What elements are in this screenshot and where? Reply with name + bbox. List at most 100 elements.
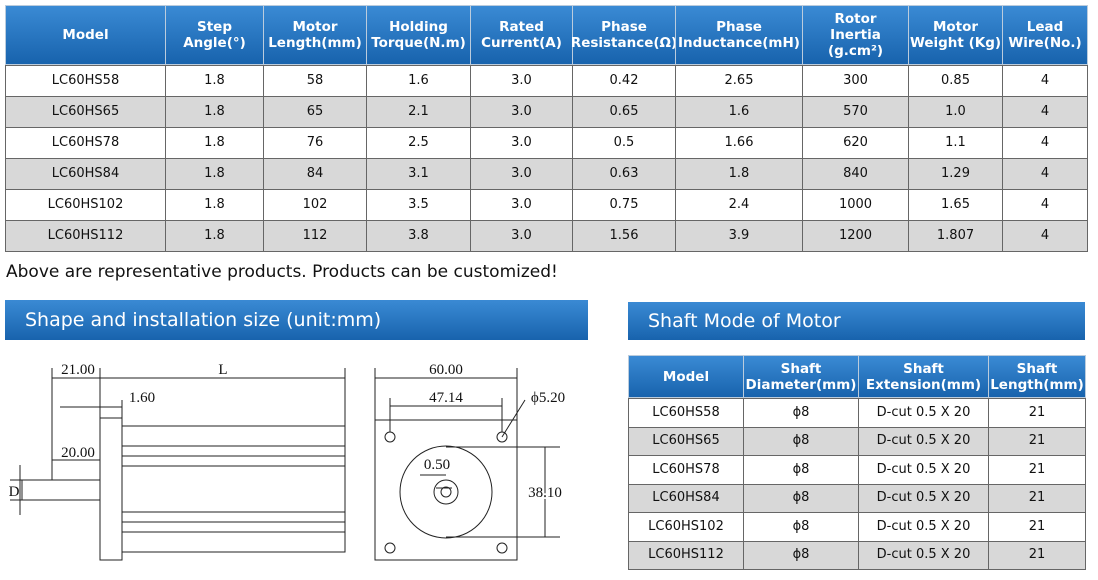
dimension-label: 0.50	[424, 457, 450, 473]
table-cell: 21	[988, 455, 1086, 485]
table-cell: 3.0	[470, 158, 573, 190]
table-cell: 3.0	[470, 127, 573, 159]
table-cell: 3.0	[470, 220, 573, 252]
table-cell: LC60HS65	[5, 96, 166, 128]
table-cell: D-cut 0.5 X 20	[858, 512, 989, 542]
header-text: Shaft	[780, 360, 822, 377]
header-text: Diameter(mm)	[745, 376, 857, 393]
table-cell: 21	[988, 398, 1086, 428]
table-cell: LC60HS58	[5, 65, 166, 97]
table-cell: ϕ8	[743, 455, 859, 485]
table-cell: 84	[263, 158, 367, 190]
header-text: Lead	[1026, 19, 1064, 35]
table-cell: D-cut 0.5 X 20	[858, 426, 989, 456]
header-text: Step	[197, 19, 232, 35]
dimension-label: 20.00	[61, 445, 95, 461]
table-cell: D-cut 0.5 X 20	[858, 540, 989, 570]
header-text: Motor	[932, 19, 979, 35]
table-cell: LC60HS58	[628, 398, 744, 428]
table-cell: 1.0	[908, 96, 1003, 128]
dimension-drawing: 21.00 L 1.60 20.00 D 60.00 47.14 ϕ5.20 0…	[9, 362, 565, 561]
table-cell: D-cut 0.5 X 20	[858, 483, 989, 513]
table-cell: LC60HS65	[628, 426, 744, 456]
table-cell: 840	[802, 158, 909, 190]
header-cell: Shaft Length(mm)	[988, 355, 1086, 398]
header-text: Inductance(mH)	[678, 35, 800, 51]
table-cell: 102	[263, 189, 367, 221]
table-cell: 1.8	[165, 220, 264, 252]
header-cell: Model	[5, 5, 166, 65]
section-header: Shape and installation size (unit:mm)	[5, 300, 588, 340]
header-cell: Phase Inductance(mH)	[675, 5, 803, 65]
header-text: Wire(No.)	[1008, 35, 1082, 51]
table-cell: 3.0	[470, 96, 573, 128]
header-text: Length(mm)	[990, 376, 1084, 393]
table-cell: 58	[263, 65, 367, 97]
table-cell: 1.66	[675, 127, 803, 159]
header-text: Inertia (g.cm²)	[827, 27, 884, 59]
table-cell: 0.65	[572, 96, 676, 128]
table-cell: 0.85	[908, 65, 1003, 97]
table-cell: 1.8	[165, 65, 264, 97]
dimension-label: 38.10	[528, 485, 562, 501]
table-cell: LC60HS102	[5, 189, 166, 221]
dimension-label: L	[218, 362, 227, 378]
header-cell: Rotor Inertia (g.cm²)	[802, 5, 909, 65]
table-cell: 3.1	[366, 158, 471, 190]
table-cell: 2.65	[675, 65, 803, 97]
dimension-label: D	[9, 484, 20, 500]
table-cell: LC60HS112	[628, 540, 744, 570]
table-cell: ϕ8	[743, 426, 859, 456]
table-cell: 2.4	[675, 189, 803, 221]
dimension-label: 21.00	[61, 362, 95, 378]
header-cell: Lead Wire(No.)	[1002, 5, 1088, 65]
table-cell: 1.807	[908, 220, 1003, 252]
table-cell: LC60HS112	[5, 220, 166, 252]
table-cell: 1.8	[165, 96, 264, 128]
header-text: Shaft	[1016, 360, 1058, 377]
header-cell: Phase Resistance(Ω)	[570, 5, 678, 65]
table-cell: ϕ8	[743, 540, 859, 570]
dimension-label: ϕ5.20	[531, 390, 565, 406]
header-text: Current(A)	[481, 35, 562, 51]
header-text: Phase	[601, 19, 647, 35]
header-text: Rated	[499, 19, 544, 35]
dimension-label: 1.60	[129, 390, 155, 406]
table-cell: 1000	[802, 189, 909, 221]
header-text: Shaft	[903, 360, 944, 377]
table-cell: 1.8	[165, 127, 264, 159]
header-text: Weight (Kg)	[909, 35, 1002, 51]
table-cell: 0.75	[572, 189, 676, 221]
table-cell: 0.5	[572, 127, 676, 159]
table-cell: 4	[1002, 189, 1088, 221]
header-cell: Motor Length(mm)	[263, 5, 367, 65]
table-cell: 3.0	[470, 65, 573, 97]
header-text: Model	[62, 27, 109, 43]
table-cell: 3.5	[366, 189, 471, 221]
table-cell: 1.1	[908, 127, 1003, 159]
table-cell: 4	[1002, 127, 1088, 159]
note: Above are representative products. Produ…	[6, 262, 558, 282]
table-cell: 3.8	[366, 220, 471, 252]
table-cell: 1.6	[675, 96, 803, 128]
header-cell: Motor Weight (Kg)	[908, 5, 1003, 65]
header-text: Angle(°)	[183, 35, 246, 51]
table-cell: 4	[1002, 158, 1088, 190]
table-cell: 1.8	[675, 158, 803, 190]
table-cell: ϕ8	[743, 398, 859, 428]
header-text: Phase	[716, 19, 762, 35]
table-cell: LC60HS102	[628, 512, 744, 542]
header-cell: Shaft Extension(mm)	[858, 355, 989, 398]
header-cell: Rated Current(A)	[470, 5, 573, 65]
table-cell: ϕ8	[743, 512, 859, 542]
dimension-label: 60.00	[429, 362, 463, 378]
header-cell: Holding Torque(N.m)	[366, 5, 471, 65]
table-cell: 2.1	[366, 96, 471, 128]
table-cell: D-cut 0.5 X 20	[858, 398, 989, 428]
header-text: Resistance(Ω)	[570, 35, 678, 51]
header-text: Model	[662, 368, 710, 385]
table-cell: 4	[1002, 220, 1088, 252]
header-text: Torque(N.m)	[371, 35, 466, 51]
table-cell: 112	[263, 220, 367, 252]
